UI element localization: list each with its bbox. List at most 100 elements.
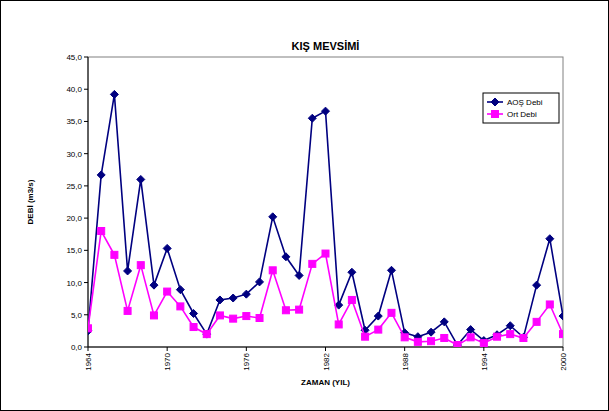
series-marker: [256, 278, 264, 286]
x-tick: [483, 347, 484, 351]
y-tick: [84, 218, 88, 219]
x-tick: [563, 347, 564, 351]
x-tick-label: 1976: [242, 352, 251, 370]
x-tick-label: 1982: [322, 352, 331, 370]
series-marker: [506, 322, 514, 330]
legend-label: Ort Debi: [507, 110, 537, 119]
series-marker: [216, 312, 223, 319]
legend-box: [483, 93, 559, 123]
y-tick: [84, 121, 88, 122]
series-marker: [203, 330, 211, 338]
series-marker: [560, 331, 564, 338]
series-marker: [176, 286, 184, 294]
series-marker: [88, 325, 92, 332]
series-marker: [203, 331, 210, 338]
y-tick-label: 45,0: [66, 53, 82, 62]
series-marker: [467, 326, 475, 334]
x-tick: [167, 347, 168, 351]
x-tick: [246, 347, 247, 351]
legend-marker: [491, 98, 499, 106]
y-tick: [84, 347, 88, 348]
series-marker: [164, 288, 171, 295]
series-marker: [269, 267, 276, 274]
series-marker: [388, 309, 395, 316]
series-marker: [124, 267, 132, 275]
series-marker: [348, 268, 356, 276]
series-marker: [229, 294, 237, 302]
series-marker: [427, 328, 435, 336]
legend: AOŞ DebiOrt Debi: [483, 93, 559, 123]
y-tick-label: 20,0: [66, 214, 82, 223]
series-marker: [163, 244, 171, 252]
series-marker: [97, 171, 105, 179]
x-tick-label: 2000: [559, 352, 568, 370]
series-marker: [242, 290, 250, 298]
x-axis: [88, 347, 563, 348]
series-marker: [467, 334, 474, 341]
y-axis-label: DEBİ (m3/s): [26, 179, 35, 224]
series-marker: [453, 341, 461, 347]
series-line: [88, 231, 563, 345]
y-tick-label: 30,0: [66, 150, 82, 159]
series-marker: [243, 313, 250, 320]
series-marker: [308, 114, 316, 122]
y-tick-label: 25,0: [66, 182, 82, 191]
series-marker: [533, 281, 541, 289]
y-axis: [88, 57, 89, 347]
series-marker: [440, 318, 448, 326]
y-tick: [84, 89, 88, 90]
y-tick: [84, 282, 88, 283]
y-tick-label: 10,0: [66, 279, 82, 288]
series-marker: [387, 266, 395, 274]
series-marker: [322, 107, 330, 115]
series-marker: [256, 315, 263, 322]
y-tick: [84, 250, 88, 251]
series-marker: [519, 333, 527, 341]
series-marker: [150, 281, 158, 289]
title: KIŞ MEVSİMİ: [292, 40, 360, 52]
series-marker: [269, 213, 277, 221]
series-marker: [230, 315, 237, 322]
series-marker: [348, 296, 355, 303]
series-marker: [190, 324, 197, 331]
chart-border: [1, 1, 609, 411]
series-marker: [454, 342, 461, 347]
series-marker: [559, 312, 563, 320]
series-marker: [98, 228, 105, 235]
series-marker: [282, 253, 290, 261]
x-tick: [325, 347, 326, 351]
x-tick: [404, 347, 405, 351]
series-marker: [546, 235, 554, 243]
series-marker: [110, 90, 118, 98]
x-tick-label: 1964: [84, 352, 93, 370]
y-tick-label: 35,0: [66, 117, 82, 126]
series-marker: [533, 318, 540, 325]
series-marker: [441, 334, 448, 341]
series-marker: [414, 338, 421, 345]
x-tick-label: 1994: [480, 352, 489, 370]
series-marker: [137, 175, 145, 183]
series-marker: [177, 303, 184, 310]
y-tick-label: 5,0: [71, 311, 83, 320]
series-marker: [520, 334, 527, 341]
chart: KIŞ MEVSİMİ0,05,010,015,020,025,030,035,…: [0, 0, 609, 411]
series-marker: [216, 296, 224, 304]
y-tick: [84, 57, 88, 58]
series-marker: [362, 333, 369, 340]
series-marker: [111, 251, 118, 258]
data-group: [88, 90, 563, 347]
series-marker: [124, 307, 131, 314]
y-tick-label: 40,0: [66, 85, 82, 94]
legend-marker: [492, 111, 499, 118]
x-tick-label: 1970: [163, 352, 172, 370]
series-marker: [494, 333, 501, 340]
y-tick: [84, 153, 88, 154]
series-marker: [374, 312, 382, 320]
series-marker: [309, 260, 316, 267]
y-tick: [84, 314, 88, 315]
series-marker: [295, 271, 303, 279]
plot-area: [88, 57, 563, 347]
series-marker: [375, 326, 382, 333]
y-tick: [84, 185, 88, 186]
y-tick-label: 0,0: [71, 343, 83, 352]
